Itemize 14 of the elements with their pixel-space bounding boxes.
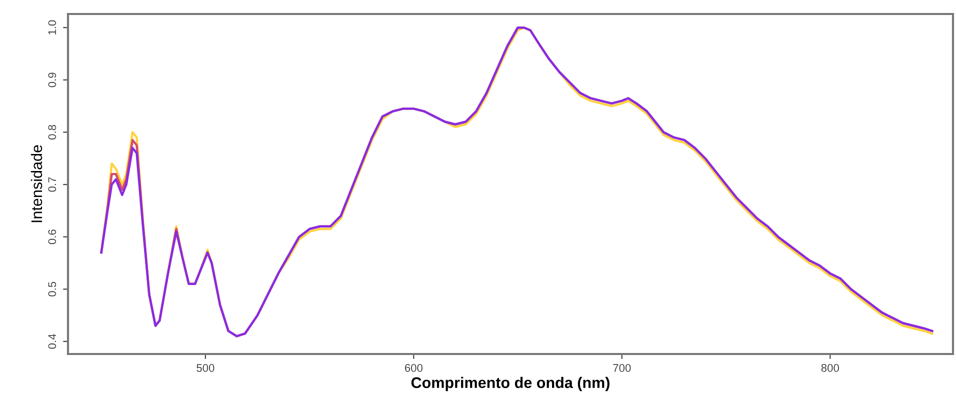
y-tick-label: 1.0 [48,20,56,34]
y-tick-label: 0.5 [48,282,56,296]
x-tick-label: 700 [613,364,631,372]
line-series [100,26,934,338]
y-tick-label: 0.6 [48,230,56,244]
x-axis-title: Comprimento de onda (nm) [411,376,610,392]
x-tick-label: 600 [404,364,423,372]
y-tick-label: 0.4 [48,334,56,349]
y-tick-label: 0.8 [48,124,56,140]
y-tick-label: 0.9 [48,72,56,88]
x-tick-label: 800 [821,364,839,372]
x-tick-label: 500 [196,364,214,372]
y-tick-label: 0.7 [48,177,56,192]
y-axis-title: Intensidade [30,145,42,222]
